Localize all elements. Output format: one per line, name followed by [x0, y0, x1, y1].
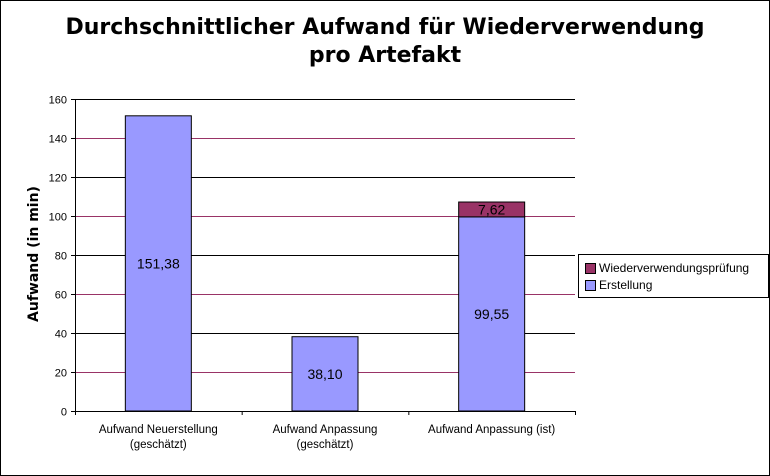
- y-tick-label: 140: [49, 134, 67, 146]
- x-category-label-line: Aufwand Anpassung (ist): [428, 424, 555, 436]
- bar-segment-wiederverwendungspruefung: [458, 201, 526, 218]
- chart-title-line-2: pro Artefakt: [308, 43, 462, 68]
- legend-label-erstellung: Erstellung: [599, 278, 653, 292]
- x-category-label: Aufwand Anpassung (ist): [428, 424, 555, 436]
- y-tick-label: 20: [55, 368, 67, 380]
- legend-swatch-erstellung: [585, 280, 596, 291]
- y-axis-label: Aufwand (in min): [26, 186, 42, 322]
- legend: Wiederverwendungsprüfung Erstellung: [578, 254, 769, 298]
- x-category-label: Aufwand Anpassung (geschätzt): [273, 424, 378, 451]
- x-category-label: Aufwand Neuerstellung (geschätzt): [99, 424, 218, 451]
- legend-swatch-wiederverwendungspruefung: [585, 263, 596, 274]
- data-label: 99,55: [474, 306, 509, 322]
- chart-title: Durchschnittlicher Aufwand für Wiederver…: [0, 14, 770, 70]
- y-tick-label: 40: [55, 329, 67, 341]
- legend-label-wiederverwendungspruefung: Wiederverwendungsprüfung: [599, 261, 750, 275]
- x-category-label-line: Aufwand Anpassung: [273, 424, 378, 436]
- y-tick-label: 80: [55, 251, 67, 263]
- y-tick-label: 160: [49, 95, 67, 107]
- x-category-labels: Aufwand Neuerstellung (geschätzt)Aufwand …: [99, 424, 556, 451]
- data-label: 7,62: [478, 201, 505, 217]
- axes: [71, 99, 576, 415]
- x-category-label-line: (geschätzt): [297, 439, 354, 451]
- bar-segment-erstellung: [458, 216, 526, 412]
- bar-segment-erstellung: [124, 115, 192, 412]
- y-tick-label: 100: [49, 212, 67, 224]
- y-tick-label: 0: [61, 407, 67, 419]
- bar-segment-erstellung: [291, 336, 359, 412]
- data-labels: 151,38 38,10 99,55 7,62: [137, 201, 509, 381]
- chart-title-line-1: Durchschnittlicher Aufwand für Wiederver…: [65, 15, 705, 40]
- y-tick-label: 60: [55, 290, 67, 302]
- bars: [124, 115, 526, 412]
- x-category-label-line: Aufwand Neuerstellung: [99, 424, 218, 436]
- y-tick-label: 120: [49, 173, 67, 185]
- data-label: 151,38: [137, 255, 180, 271]
- y-tick-labels: 0 20 40 60 80 100 120 140 160: [49, 95, 67, 419]
- data-label: 38,10: [307, 366, 342, 382]
- x-category-label-line: (geschätzt): [130, 439, 187, 451]
